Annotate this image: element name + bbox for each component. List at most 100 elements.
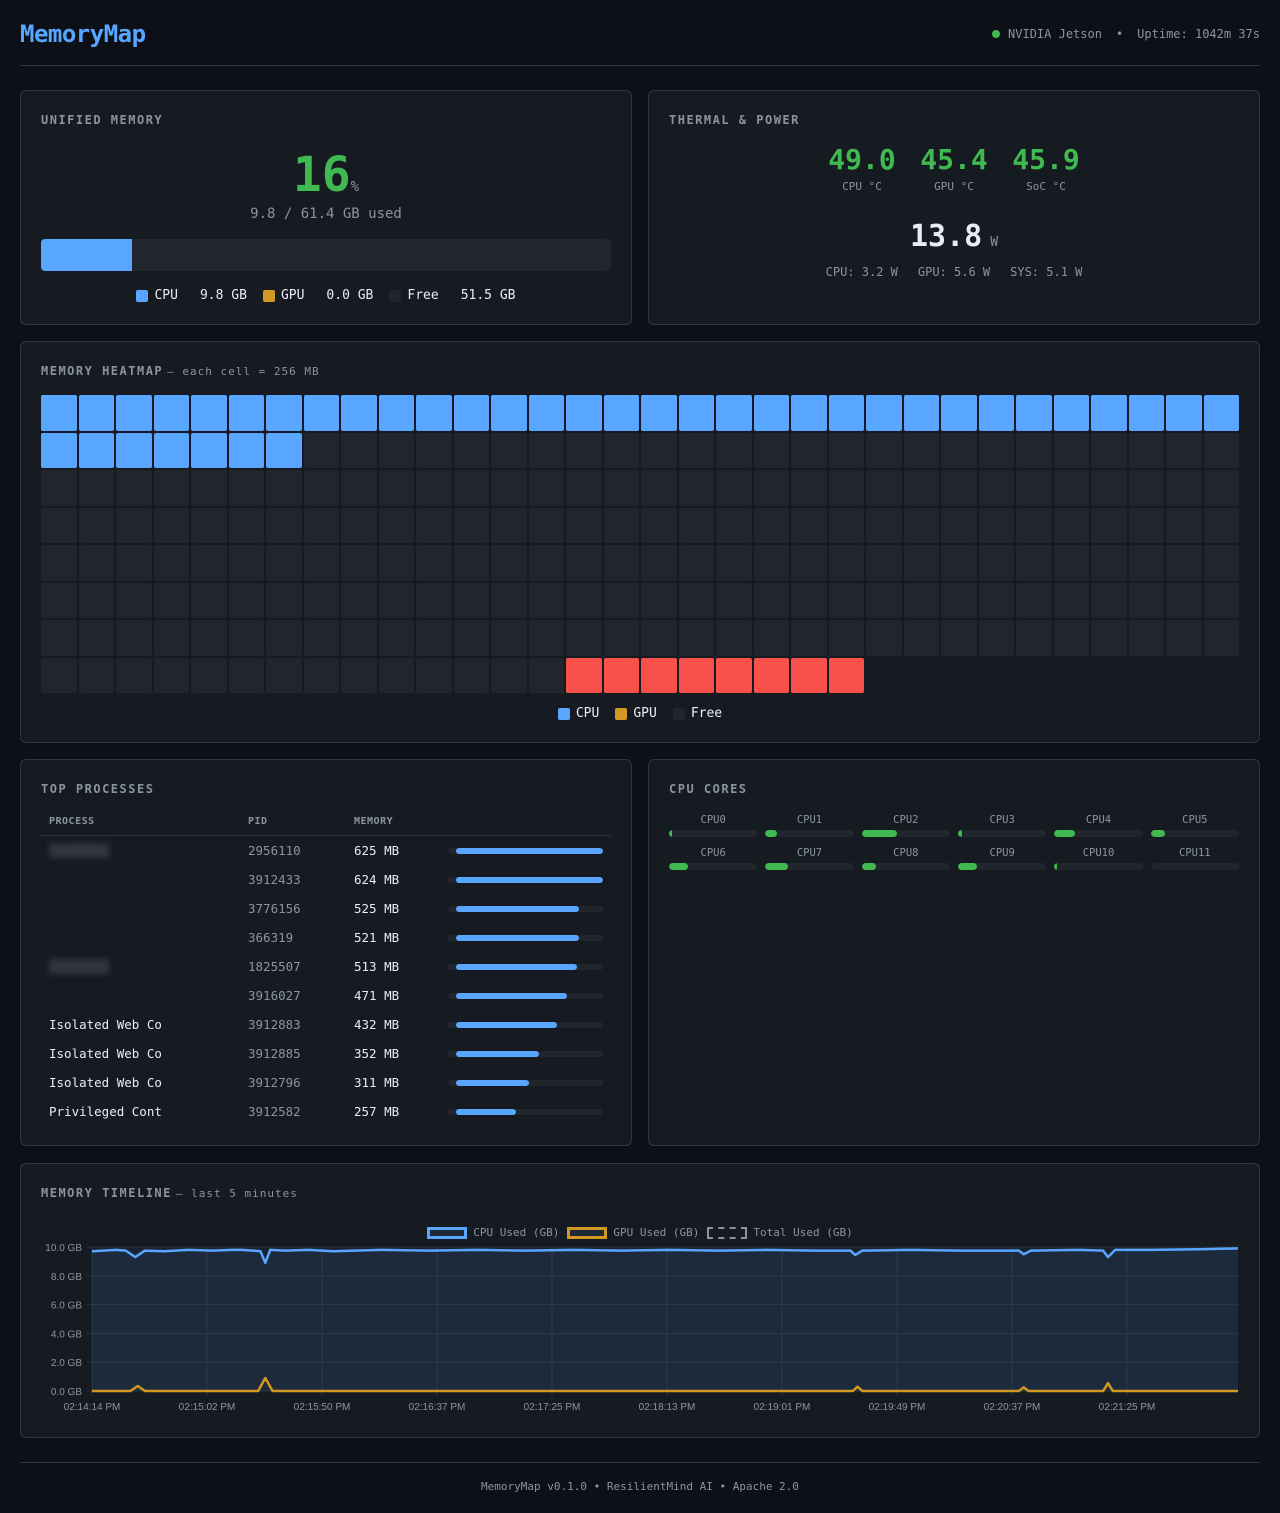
- heatmap-cell-free: [303, 432, 339, 468]
- card-title: THERMAL & POWER: [669, 113, 800, 127]
- heatmap-cell-free: [1091, 582, 1127, 618]
- legend-label: CPU: [575, 706, 600, 721]
- heatmap-cell-free: [828, 620, 864, 656]
- heatmap-cell-free: [41, 582, 77, 618]
- chart-legend-label: CPU Used (GB): [473, 1226, 560, 1239]
- heatmap-cell-free: [153, 507, 189, 543]
- heatmap-cell-free: [416, 545, 452, 581]
- core-usage-fill: [958, 863, 977, 870]
- heatmap-cell-free: [416, 620, 452, 656]
- heatmap-cell-free: [191, 582, 227, 618]
- cpu-core-cpu7: CPU7: [765, 847, 854, 870]
- process-row[interactable]: Privileged Cont 3912582 257 MB: [41, 1097, 611, 1126]
- column-header-memory[interactable]: MEMORY: [354, 816, 394, 827]
- heatmap-cell-empty: [904, 658, 940, 694]
- memory-legend: CPU 9.8 GB GPU 0.0 GB Free 51.5 GB: [21, 288, 631, 303]
- heatmap-cell-free: [1203, 432, 1239, 468]
- heatmap-cell-empty: [941, 658, 977, 694]
- heatmap-cell-free: [1091, 507, 1127, 543]
- cpu-core-cpu8: CPU8: [861, 847, 950, 870]
- heatmap-cell-free: [828, 470, 864, 506]
- card-title: TOP PROCESSES: [41, 782, 155, 796]
- heatmap-cell-free: [1203, 545, 1239, 581]
- process-row[interactable]: Isolated Web Co 3912885 352 MB: [41, 1039, 611, 1068]
- process-memory-bar: [440, 876, 611, 883]
- bar-track: [448, 876, 603, 883]
- heatmap-cell-free: [978, 620, 1014, 656]
- bar-fill: [456, 1079, 530, 1086]
- heatmap-cell-free: [266, 507, 302, 543]
- heatmap-cell-free: [1128, 432, 1164, 468]
- timeline-subtitle: — last 5 minutes: [175, 1187, 298, 1200]
- heatmap-cell-free: [228, 657, 264, 693]
- process-row[interactable]: 366319 521 MB: [41, 923, 611, 952]
- heatmap-cell-cpu: [41, 395, 77, 431]
- bar-track: [448, 992, 603, 999]
- heatmap-cell-free: [303, 545, 339, 581]
- heatmap-cell-free: [566, 470, 602, 506]
- heatmap-cell-free: [1053, 470, 1089, 506]
- heatmap-cell-free: [791, 507, 827, 543]
- heatmap-cell-cpu: [491, 395, 527, 431]
- cpu-core-cpu5: CPU5: [1150, 814, 1239, 837]
- heatmap-cell-free: [191, 620, 227, 656]
- unified-memory-card: UNIFIED MEMORY 16% 9.8 / 61.4 GB used CP…: [20, 90, 632, 325]
- process-memory: 257 MB: [354, 1104, 400, 1119]
- process-row[interactable]: ████████ 1825507 513 MB: [41, 952, 611, 981]
- heatmap-cell-free: [378, 620, 414, 656]
- process-row[interactable]: 3912433 624 MB: [41, 865, 611, 894]
- heatmap-cell-free: [416, 657, 452, 693]
- chart-legend-item[interactable]: CPU Used (GB): [427, 1226, 559, 1239]
- process-row[interactable]: ████████ 2956110 625 MB: [41, 836, 611, 865]
- process-row[interactable]: Isolated Web Co 3912796 311 MB: [41, 1068, 611, 1097]
- column-header-pid[interactable]: PID: [248, 816, 268, 827]
- memory-usage-bar: [41, 239, 611, 271]
- separator: •: [1115, 27, 1124, 41]
- heatmap-cell-free: [903, 507, 939, 543]
- heatmap-cell-free: [941, 620, 977, 656]
- heatmap-cell-free: [303, 507, 339, 543]
- process-memory: 525 MB: [354, 901, 400, 916]
- heatmap-cell-free: [453, 582, 489, 618]
- heatmap-cell-cpu: [378, 395, 414, 431]
- process-row[interactable]: Isolated Web Co 3912883 432 MB: [41, 1010, 611, 1039]
- heatmap-cell-cpu: [191, 432, 227, 468]
- temperature-reading: 45.9 SoC °C: [1012, 143, 1080, 193]
- process-memory-bar: [440, 963, 611, 970]
- process-memory-bar: [440, 1108, 611, 1115]
- heatmap-cell-cpu: [78, 395, 114, 431]
- heatmap-cell-cpu: [191, 395, 227, 431]
- memory-bar-cpu-segment: [41, 239, 133, 271]
- heatmap-cell-cpu: [903, 395, 939, 431]
- process-row[interactable]: 3916027 471 MB: [41, 981, 611, 1010]
- heatmap-cell-free: [341, 620, 377, 656]
- heatmap-cell-free: [941, 470, 977, 506]
- chart-legend-item[interactable]: Total Used (GB): [707, 1226, 853, 1239]
- heatmap-cell-free: [116, 582, 152, 618]
- heatmap-cell-free: [341, 507, 377, 543]
- heatmap-cell-free: [903, 432, 939, 468]
- bar-fill: [456, 1021, 558, 1028]
- heatmap-cell-free: [191, 507, 227, 543]
- chart-legend-item[interactable]: GPU Used (GB): [567, 1226, 699, 1239]
- heatmap-cell-free: [716, 507, 752, 543]
- heatmap-cell-free: [1166, 432, 1202, 468]
- process-row[interactable]: 3776156 525 MB: [41, 894, 611, 923]
- heatmap-cell-free: [303, 582, 339, 618]
- power-total-value: 13.8: [909, 219, 983, 254]
- core-label: CPU11: [1179, 847, 1211, 859]
- core-usage-fill: [1150, 830, 1165, 837]
- heatmap-cell-free: [491, 432, 527, 468]
- heatmap-cell-free: [266, 620, 302, 656]
- bar-track: [448, 905, 603, 912]
- heatmap-subtitle: — each cell = 256 MB: [167, 365, 320, 378]
- temperature-label: CPU °C: [842, 180, 882, 193]
- column-header-process[interactable]: PROCESS: [49, 816, 95, 827]
- bar-fill: [456, 905, 580, 912]
- temperature-value: 49.0: [828, 143, 896, 176]
- heatmap-cell-free: [1203, 470, 1239, 506]
- bar-track: [448, 1079, 603, 1086]
- cpu-swatch-icon: [557, 707, 570, 720]
- heatmap-cell-free: [153, 545, 189, 581]
- heatmap-cell-free: [941, 507, 977, 543]
